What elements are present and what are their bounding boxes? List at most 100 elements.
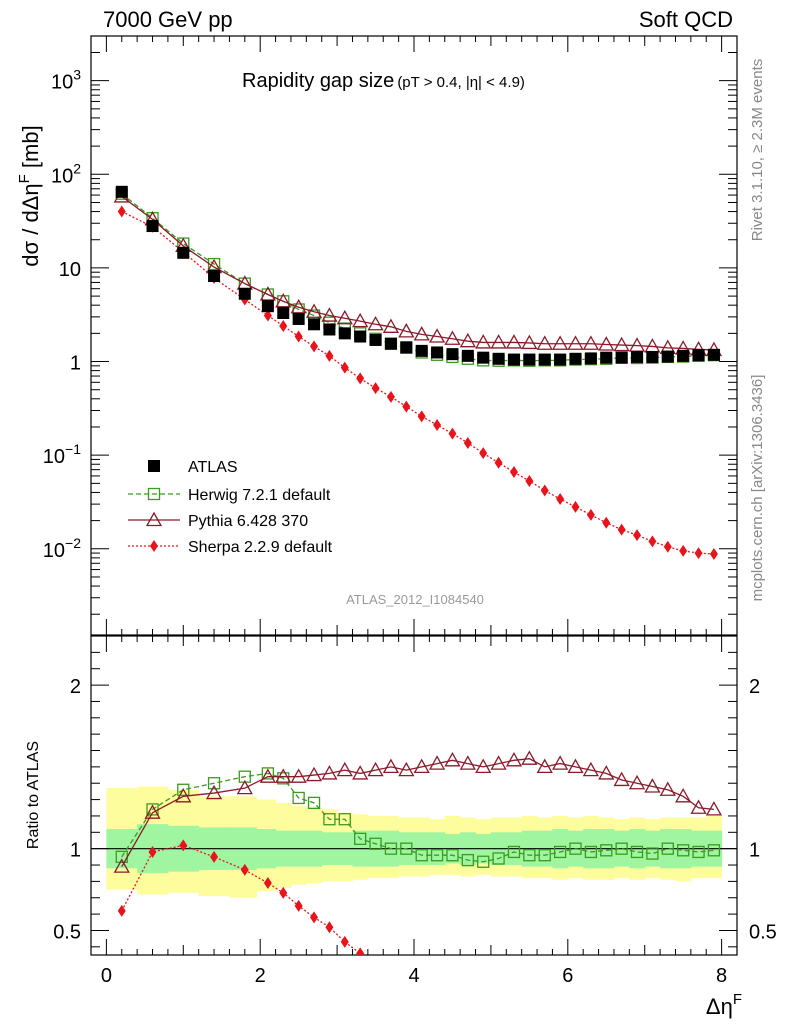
main-series	[113, 185, 723, 560]
data-point	[631, 350, 644, 363]
data-point	[525, 998, 533, 1010]
data-point	[494, 456, 503, 469]
data-point	[536, 335, 553, 350]
data-point	[386, 390, 395, 403]
data-point	[695, 1005, 703, 1017]
ratio-y-axis-title: Ratio to ATLAS	[25, 741, 42, 849]
data-point	[679, 544, 688, 557]
y-tick-label: 1	[70, 353, 81, 375]
header-right: Soft QCD	[639, 7, 733, 32]
data-point	[572, 1002, 580, 1014]
legend-item: Pythia 6.428 370	[128, 511, 308, 530]
data-point	[240, 863, 249, 876]
data-point	[117, 904, 126, 917]
data-point	[510, 996, 518, 1008]
data-point	[505, 751, 523, 767]
data-point	[305, 303, 323, 318]
legend-item: Sherpa 2.2.9 default	[128, 539, 333, 556]
data-point	[279, 886, 288, 899]
data-point	[433, 418, 442, 431]
data-point	[340, 935, 349, 948]
legend-label: Herwig 7.2.1 default	[188, 487, 331, 504]
data-point	[584, 845, 598, 859]
data-point	[569, 352, 582, 365]
data-point	[428, 755, 446, 770]
data-point	[382, 758, 400, 774]
data-point	[707, 844, 721, 857]
data-point	[115, 185, 128, 198]
data-point	[387, 962, 395, 974]
main-y-axis-title: dσ / dΔηF [mb]	[16, 125, 43, 266]
header-left: 7000 GeV pp	[103, 7, 233, 32]
series-sherpa-2-2-9-default	[117, 839, 703, 1017]
data-point	[538, 353, 551, 366]
data-point	[207, 777, 221, 790]
data-point	[633, 1004, 641, 1016]
data-point	[384, 337, 397, 350]
data-point	[175, 787, 192, 803]
data-point	[538, 849, 551, 862]
data-point	[692, 845, 705, 859]
data-point	[509, 466, 518, 479]
data-point	[628, 774, 646, 790]
data-point	[294, 330, 303, 343]
data-point	[630, 845, 644, 859]
data-point	[459, 755, 476, 770]
y-tick-label: 102	[51, 160, 81, 187]
data-point	[369, 837, 382, 850]
data-point	[261, 767, 275, 780]
data-point	[307, 796, 321, 810]
data-point	[238, 287, 251, 300]
data-point	[505, 334, 523, 349]
y-tick-label: 10	[59, 259, 81, 281]
data-point	[413, 326, 430, 341]
data-point	[177, 783, 190, 796]
data-point	[146, 220, 159, 233]
data-point	[261, 300, 274, 313]
data-point	[144, 804, 161, 819]
data-point	[236, 779, 253, 795]
data-point	[477, 351, 490, 364]
series-line	[121, 195, 714, 351]
data-point	[148, 845, 157, 858]
data-point	[586, 508, 595, 521]
data-point	[648, 1004, 656, 1016]
data-point	[294, 899, 303, 912]
data-point	[648, 535, 657, 548]
data-point	[277, 306, 290, 319]
data-point	[602, 516, 611, 529]
data-point	[646, 350, 659, 363]
data-point	[208, 269, 221, 282]
data-point	[275, 292, 292, 308]
data-point	[356, 372, 365, 385]
data-point	[354, 330, 367, 343]
data-point	[521, 334, 538, 350]
data-point	[263, 309, 272, 322]
series-sherpa-2-2-9-default	[117, 205, 718, 560]
ratio-y-tick-label-right: 2	[749, 676, 760, 698]
data-point	[677, 349, 690, 362]
data-point	[402, 400, 411, 413]
data-point	[205, 784, 223, 800]
data-point	[321, 307, 338, 322]
series-pythia-6-428-370	[113, 750, 723, 873]
ratio-series	[113, 750, 723, 1017]
data-point	[615, 842, 628, 855]
data-point	[659, 781, 676, 796]
x-tick-label: 2	[255, 965, 266, 987]
data-point	[398, 761, 415, 777]
data-point	[400, 341, 413, 354]
data-point	[584, 352, 597, 365]
series-pythia-6-428-370	[113, 188, 723, 357]
data-point	[507, 353, 520, 366]
data-point	[369, 333, 382, 346]
data-point	[340, 361, 349, 374]
data-point	[292, 312, 305, 325]
data-point	[323, 813, 336, 826]
data-point	[598, 765, 615, 780]
data-point	[382, 318, 400, 333]
legend-label: Sherpa 2.2.9 default	[188, 539, 333, 556]
data-point	[117, 205, 126, 218]
x-tick-label: 0	[101, 965, 112, 987]
data-point	[536, 758, 553, 774]
